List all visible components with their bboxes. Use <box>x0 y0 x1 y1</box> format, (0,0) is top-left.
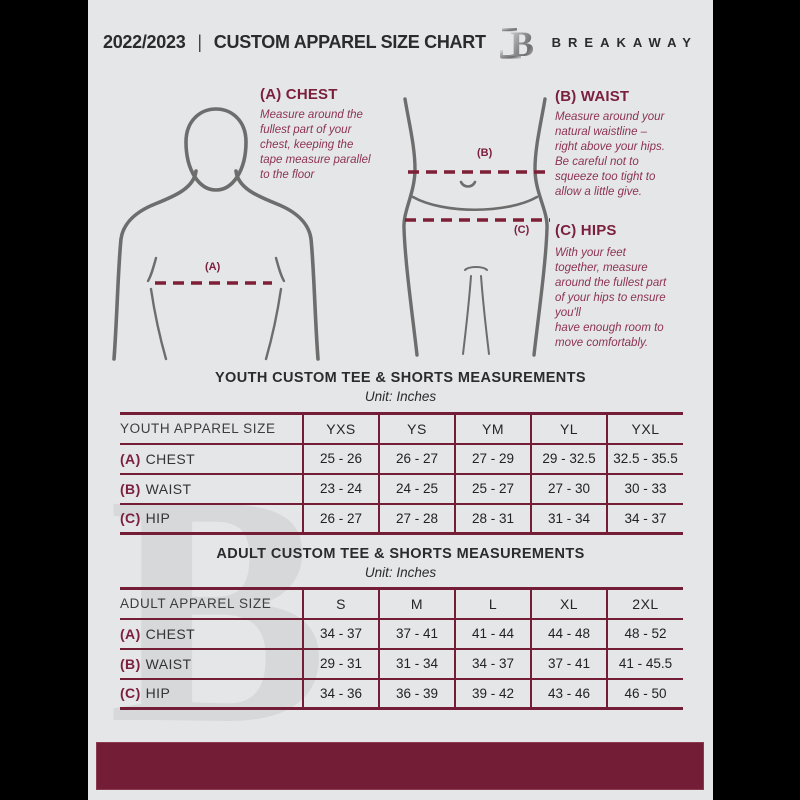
adult-header-row: ADULT APPAREL SIZE S M L XL 2XL <box>120 588 683 619</box>
hips-section-description: With your feet together, measure around … <box>555 247 667 349</box>
size-ys-header: YS <box>378 413 455 444</box>
measurement-cell: 27 - 30 <box>530 472 607 504</box>
youth-header-row: YOUTH APPAREL SIZE YXS YS YM YL YXL <box>120 413 683 444</box>
adult-size-column-header: ADULT APPAREL SIZE <box>120 596 272 612</box>
title-divider: | <box>197 31 202 52</box>
size-chart-page: B 2022/2023 | CUSTOM APPAREL SIZE CHART <box>88 0 713 800</box>
measurement-cell: 31 - 34 <box>530 502 607 534</box>
page-title: 2022/2023 | CUSTOM APPAREL SIZE CHART <box>103 32 486 53</box>
row-name: HIP <box>145 510 171 527</box>
row-label: (C) HIP <box>120 502 303 534</box>
size-xl-header: XL <box>530 588 607 619</box>
row-name: CHEST <box>145 625 196 642</box>
size-2xl-header: 2XL <box>606 588 683 619</box>
chart-title: CUSTOM APPAREL SIZE CHART <box>213 31 486 52</box>
adult-waist-row: (B) WAIST 29 - 31 31 - 34 34 - 37 37 - 41… <box>120 647 683 679</box>
waist-hip-measurement-figure <box>402 97 550 357</box>
measurement-cell: 25 - 26 <box>302 442 379 474</box>
size-m-header: M <box>378 588 455 619</box>
footer-accent-bar <box>96 742 704 790</box>
row-prefix: (C) <box>120 510 141 527</box>
row-name: HIP <box>145 685 171 702</box>
measurement-cell: 26 - 27 <box>302 502 379 534</box>
row-prefix: (A) <box>120 625 141 642</box>
row-prefix: (A) <box>120 450 141 467</box>
measurement-cell: 29 - 31 <box>302 647 379 679</box>
measurement-cell: 39 - 42 <box>454 677 531 709</box>
youth-waist-row: (B) WAIST 23 - 24 24 - 25 25 - 27 27 - 30… <box>120 472 683 504</box>
measurement-cell: 30 - 33 <box>606 472 683 504</box>
hips-section-heading: (C) HIPS <box>555 222 617 239</box>
measurement-cell: 27 - 29 <box>454 442 531 474</box>
season-label: 2022/2023 <box>103 31 186 52</box>
waist-section-heading: (B) WAIST <box>555 88 630 105</box>
measurement-cell: 48 - 52 <box>606 617 683 649</box>
youth-chest-row: (A) CHEST 25 - 26 26 - 27 27 - 29 29 - 32… <box>120 442 683 474</box>
chest-marker-label: (A) <box>205 261 221 273</box>
youth-table-unit: Unit: Inches <box>364 389 437 404</box>
size-l-header: L <box>454 588 531 619</box>
measurement-cell: 28 - 31 <box>454 502 531 534</box>
size-yl-header: YL <box>530 413 607 444</box>
measurement-cell: 34 - 37 <box>606 502 683 534</box>
chest-section-description: Measure around the fullest part of your … <box>260 109 371 181</box>
page-header: 2022/2023 | CUSTOM APPAREL SIZE CHART B <box>88 20 713 64</box>
measurement-cell: 24 - 25 <box>378 472 455 504</box>
measurement-cell: 34 - 36 <box>302 677 379 709</box>
svg-text:B: B <box>510 24 534 64</box>
row-prefix: (C) <box>120 685 141 702</box>
chest-measurement-figure <box>112 107 320 361</box>
size-s-header: S <box>302 588 379 619</box>
measurement-cell: 41 - 45.5 <box>606 647 683 679</box>
row-name: WAIST <box>145 655 192 672</box>
waist-marker-label: (B) <box>477 147 493 159</box>
measurement-cell: 46 - 50 <box>606 677 683 709</box>
measurement-cell: 34 - 37 <box>302 617 379 649</box>
measurement-cell: 44 - 48 <box>530 617 607 649</box>
adult-size-table: ADULT APPAREL SIZE S M L XL 2XL (A) CHEST… <box>120 587 683 710</box>
adult-chest-row: (A) CHEST 34 - 37 37 - 41 41 - 44 44 - 48… <box>120 617 683 649</box>
measurement-cell: 37 - 41 <box>378 617 455 649</box>
youth-hip-row: (C) HIP 26 - 27 27 - 28 28 - 31 31 - 34 3… <box>120 502 683 534</box>
row-name: WAIST <box>145 480 192 497</box>
measurement-cell: 25 - 27 <box>454 472 531 504</box>
row-name: CHEST <box>145 450 196 467</box>
measurement-cell: 31 - 34 <box>378 647 455 679</box>
adult-hip-row: (C) HIP 34 - 36 36 - 39 39 - 42 43 - 46 4… <box>120 677 683 709</box>
row-label: (C) HIP <box>120 677 303 709</box>
measurement-cell: 27 - 28 <box>378 502 455 534</box>
measurement-cell: 34 - 37 <box>454 647 531 679</box>
brand-wordmark: BREAKAWAY <box>551 34 698 50</box>
measurement-cell: 36 - 39 <box>378 677 455 709</box>
row-label: (A) CHEST <box>120 442 303 474</box>
breakaway-logo-icon: B <box>499 24 534 64</box>
row-label: (A) CHEST <box>120 617 303 649</box>
chest-section-heading: (A) CHEST <box>260 86 338 103</box>
hip-marker-label: (C) <box>514 224 530 236</box>
youth-size-column-header: YOUTH APPAREL SIZE <box>120 421 276 437</box>
measurement-cell: 43 - 46 <box>530 677 607 709</box>
adult-table-unit: Unit: Inches <box>364 565 437 580</box>
measurement-cell: 26 - 27 <box>378 442 455 474</box>
measurement-cell: 23 - 24 <box>302 472 379 504</box>
row-label: (B) WAIST <box>120 472 303 504</box>
youth-size-table: YOUTH APPAREL SIZE YXS YS YM YL YXL (A) C… <box>120 412 683 535</box>
row-prefix: (B) <box>120 480 141 497</box>
waist-section-description: Measure around your natural waistline – … <box>555 111 665 198</box>
size-yxl-header: YXL <box>606 413 683 444</box>
youth-table-title: YOUTH CUSTOM TEE & SHORTS MEASUREMENTS <box>214 370 586 386</box>
row-prefix: (B) <box>120 655 141 672</box>
measurement-cell: 41 - 44 <box>454 617 531 649</box>
row-label: (B) WAIST <box>120 647 303 679</box>
adult-table-title: ADULT CUSTOM TEE & SHORTS MEASUREMENTS <box>216 546 585 562</box>
measurement-cell: 29 - 32.5 <box>530 442 607 474</box>
size-yxs-header: YXS <box>302 413 379 444</box>
size-ym-header: YM <box>454 413 531 444</box>
measurement-cell: 32.5 - 35.5 <box>606 442 683 474</box>
measurement-cell: 37 - 41 <box>530 647 607 679</box>
